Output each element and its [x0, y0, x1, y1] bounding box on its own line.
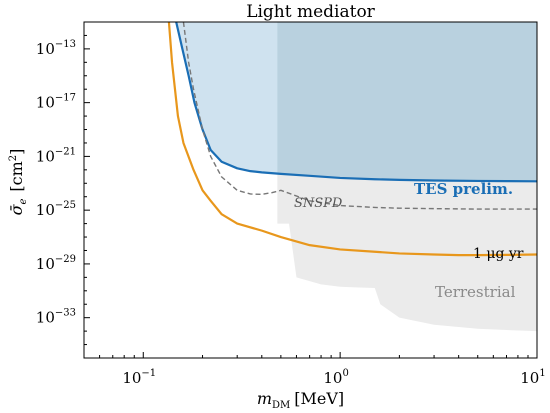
curves — [167, 21, 538, 257]
chart-title: Light mediator — [246, 2, 375, 22]
exposure-label: 1 μg yr — [473, 246, 524, 262]
x-axis-label: mDM [MeV] — [257, 389, 344, 411]
axis-ticks: 10−1 100 101 10−13 10−17 10−21 10−25 10−29 10−33 — [36, 34, 546, 387]
snspd-label: SNSPD — [294, 196, 343, 211]
y-tick-label: 10−21 — [36, 146, 76, 165]
tes-curve — [175, 21, 538, 183]
x-tick-label: 10−1 — [122, 368, 156, 387]
y-tick-label: 10−13 — [36, 39, 76, 58]
y-tick-label: 10−17 — [36, 93, 76, 112]
terrestrial-label: Terrestrial — [435, 283, 516, 301]
plot-frame — [83, 21, 538, 359]
y-tick-label: 10−25 — [36, 200, 76, 219]
shaded-regions — [176, 22, 538, 332]
tes-terrestrial-overlap — [277, 22, 537, 182]
x-tick-label: 100 — [323, 368, 348, 387]
y-tick-label: 10−29 — [36, 254, 76, 273]
snspd-curve — [182, 21, 537, 210]
x-tick-label: 101 — [520, 368, 545, 387]
tes-label: TES prelim. — [414, 180, 513, 198]
y-axis-label: σ̄e[cm2] — [7, 149, 29, 216]
y-tick-label: 10−33 — [36, 308, 76, 327]
exposure-curve — [167, 21, 538, 257]
